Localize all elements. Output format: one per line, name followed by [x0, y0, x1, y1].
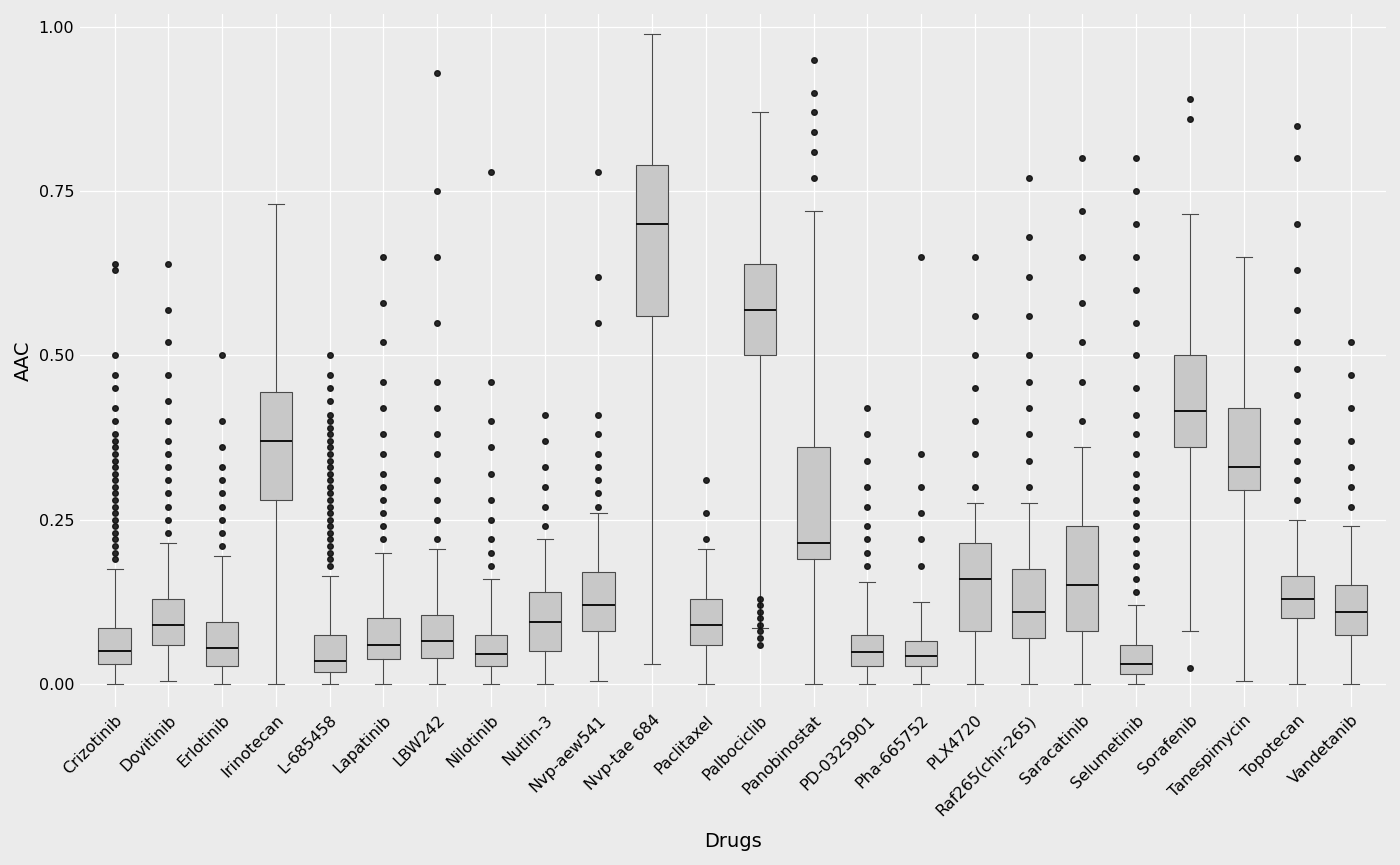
PathPatch shape	[206, 622, 238, 665]
PathPatch shape	[690, 599, 722, 644]
PathPatch shape	[98, 628, 130, 664]
PathPatch shape	[367, 618, 399, 659]
PathPatch shape	[851, 635, 883, 665]
PathPatch shape	[636, 165, 668, 316]
PathPatch shape	[1067, 526, 1099, 631]
PathPatch shape	[582, 573, 615, 631]
PathPatch shape	[743, 264, 776, 356]
PathPatch shape	[1120, 644, 1152, 674]
PathPatch shape	[421, 615, 454, 657]
PathPatch shape	[153, 599, 185, 644]
PathPatch shape	[1336, 586, 1368, 635]
X-axis label: Drugs: Drugs	[704, 832, 762, 851]
Y-axis label: AAC: AAC	[14, 340, 32, 381]
PathPatch shape	[529, 592, 561, 651]
PathPatch shape	[475, 635, 507, 665]
PathPatch shape	[314, 635, 346, 672]
PathPatch shape	[1012, 569, 1044, 638]
PathPatch shape	[798, 447, 830, 559]
PathPatch shape	[959, 542, 991, 631]
PathPatch shape	[1173, 356, 1205, 447]
PathPatch shape	[1228, 408, 1260, 490]
PathPatch shape	[260, 392, 293, 500]
PathPatch shape	[904, 641, 937, 665]
PathPatch shape	[1281, 575, 1313, 618]
